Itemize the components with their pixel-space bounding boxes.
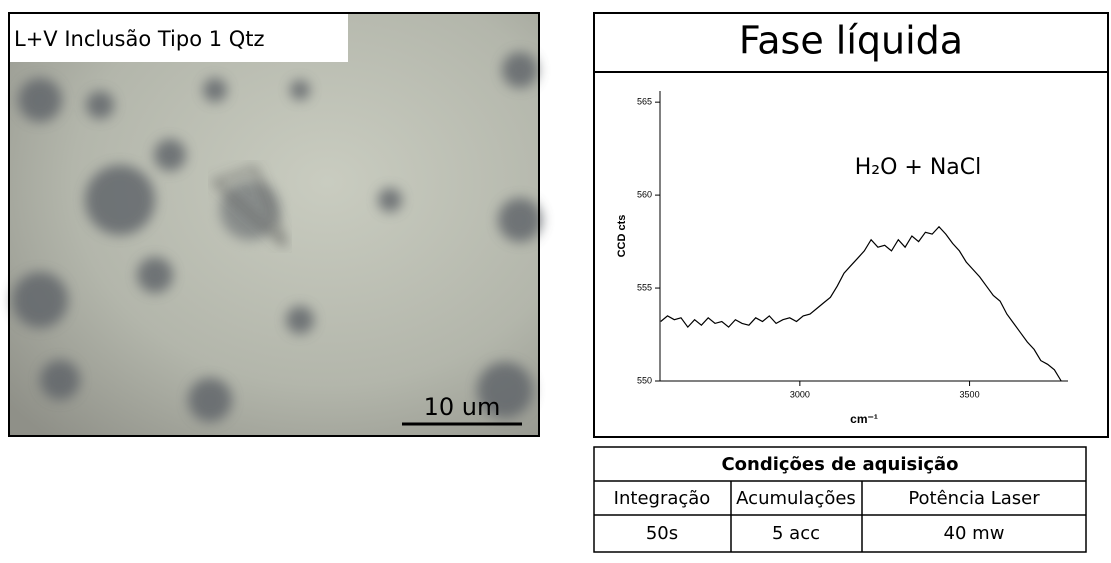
table: Condições de aquisição Integração Acumul… xyxy=(594,447,1086,552)
spectrum-line xyxy=(661,227,1061,381)
figure: L+V Inclusão Tipo 1 Qtz 10 um Fase líqui… xyxy=(0,0,1111,559)
table-title: Condições de aquisição xyxy=(721,454,958,475)
table-cell: 40 mw xyxy=(944,523,1005,544)
y-tick-label: 560 xyxy=(637,189,652,199)
table-cell: 5 acc xyxy=(772,523,820,544)
table-cell: 50s xyxy=(646,523,678,544)
image-label: L+V Inclusão Tipo 1 Qtz xyxy=(14,27,265,51)
micrograph: L+V Inclusão Tipo 1 Qtz 10 um xyxy=(9,13,542,436)
panel-frame xyxy=(594,13,1108,437)
scale-bar-label: 10 um xyxy=(424,393,501,421)
table-header: Acumulações xyxy=(736,488,856,509)
x-tick-label: 3500 xyxy=(960,389,980,399)
chart: 550 555 560 565 3000 3500 cm⁻¹ CCD cts H₂O + NaC… xyxy=(616,91,1068,426)
annotation: H₂O + NaCl xyxy=(855,155,982,180)
y-axis-label: CCD cts xyxy=(616,215,628,258)
page: {"image":{"label":"L+V Inclusão Tipo 1 Q… xyxy=(0,0,1111,559)
x-tick-label: 3000 xyxy=(790,389,810,399)
y-tick-label: 550 xyxy=(637,375,652,385)
x-axis-label: cm⁻¹ xyxy=(850,412,878,426)
panel-title: Fase líquida xyxy=(739,19,963,63)
table-header: Potência Laser xyxy=(908,488,1040,509)
y-tick-label: 555 xyxy=(637,282,652,292)
y-tick-label: 565 xyxy=(637,97,652,107)
table-header: Integração xyxy=(614,488,711,509)
